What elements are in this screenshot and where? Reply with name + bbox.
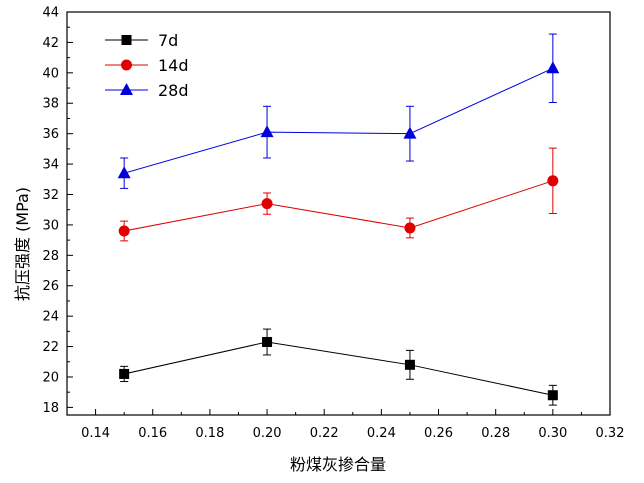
y-tick-label: 42 xyxy=(42,36,59,51)
legend-label: 7d xyxy=(158,31,178,50)
legend-label: 28d xyxy=(158,81,189,100)
y-axis-title: 抗压强度 (MPa) xyxy=(13,187,32,301)
series-28d xyxy=(117,33,560,189)
data-point xyxy=(119,368,130,379)
legend: 7d 14d 28d xyxy=(105,31,189,100)
x-axis-title: 粉煤灰掺合量 xyxy=(290,455,386,474)
data-point xyxy=(404,222,416,234)
y-axis: 18 20 22 24 26 28 30 32 34 36 38 40 42 44 xyxy=(42,6,73,416)
y-tick-label: 28 xyxy=(42,249,59,264)
x-tick-label: 0.22 xyxy=(310,426,339,441)
y-tick-label: 34 xyxy=(42,158,59,173)
y-tick-label: 18 xyxy=(42,401,59,416)
y-tick-label: 36 xyxy=(42,127,59,142)
data-point xyxy=(117,166,131,179)
data-point xyxy=(404,359,415,370)
y-tick-label: 30 xyxy=(42,218,59,233)
x-tick-label: 0.18 xyxy=(195,426,224,441)
x-tick-label: 0.24 xyxy=(367,426,396,441)
series-layer xyxy=(117,33,560,406)
series-line xyxy=(124,341,553,396)
series-14d xyxy=(118,147,559,242)
y-tick-label: 22 xyxy=(42,340,59,355)
y-tick-label: 38 xyxy=(42,97,59,112)
y-tick-label: 20 xyxy=(42,370,59,385)
y-tick-label: 26 xyxy=(42,279,59,294)
x-axis: 0.14 0.16 0.18 0.20 0.22 0.24 0.26 0.28 0.30 0.32 xyxy=(81,409,624,441)
x-tick-label: 0.20 xyxy=(253,426,282,441)
series-line xyxy=(124,180,553,232)
data-point xyxy=(547,175,559,187)
data-point xyxy=(260,125,274,138)
data-point xyxy=(261,198,273,210)
data-point xyxy=(547,390,558,401)
x-tick-label: 0.14 xyxy=(81,426,110,441)
data-point xyxy=(546,61,560,74)
legend-marker xyxy=(120,83,133,95)
series-7d xyxy=(119,328,558,406)
x-tick-label: 0.26 xyxy=(424,426,453,441)
legend-marker xyxy=(121,35,132,45)
y-tick-label: 24 xyxy=(42,310,59,325)
x-tick-label: 0.32 xyxy=(596,426,625,441)
x-tick-label: 0.30 xyxy=(538,426,567,441)
y-tick-label: 40 xyxy=(42,66,59,81)
x-tick-label: 0.16 xyxy=(138,426,167,441)
series-line xyxy=(124,67,554,174)
x-tick-label: 0.28 xyxy=(481,426,510,441)
plot-area xyxy=(66,11,611,416)
data-point xyxy=(403,126,417,139)
y-tick-label: 32 xyxy=(42,188,59,203)
legend-label: 14d xyxy=(158,56,189,75)
data-point xyxy=(262,337,273,348)
data-point xyxy=(118,225,130,237)
y-tick-label: 44 xyxy=(42,6,59,21)
legend-marker xyxy=(121,59,132,71)
